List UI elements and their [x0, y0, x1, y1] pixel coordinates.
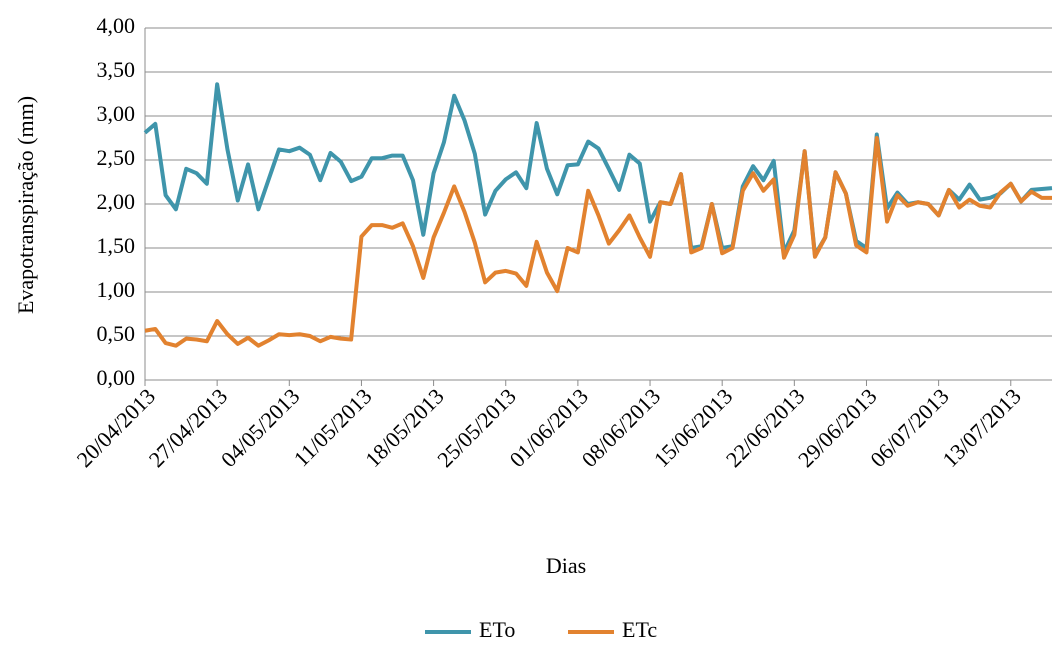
y-tick-label: 1,50 [97, 233, 136, 258]
line-series [144, 136, 1052, 348]
line-series [143, 82, 1053, 258]
y-tick-label: 0,50 [97, 321, 136, 346]
y-tick-label: 0,00 [97, 365, 136, 390]
y-tick-label: 1,00 [97, 277, 136, 302]
y-tick-label: 2,50 [97, 145, 136, 170]
x-axis-label: Dias [546, 553, 586, 578]
legend-label: ETc [622, 617, 657, 642]
x-tick-label: 13/07/2013 [937, 383, 1026, 472]
y-tick-label: 3,00 [97, 101, 136, 126]
y-tick-label: 4,00 [97, 13, 136, 38]
legend-label: ETo [479, 617, 515, 642]
y-tick-label: 3,50 [97, 57, 136, 82]
y-axis-label: Evapotranspiração (mm) [13, 96, 38, 314]
x-tick-label: 04/05/2013 [216, 383, 305, 472]
y-tick-label: 2,00 [97, 189, 136, 214]
